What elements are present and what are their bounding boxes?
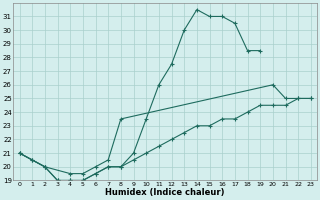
X-axis label: Humidex (Indice chaleur): Humidex (Indice chaleur) <box>106 188 225 197</box>
